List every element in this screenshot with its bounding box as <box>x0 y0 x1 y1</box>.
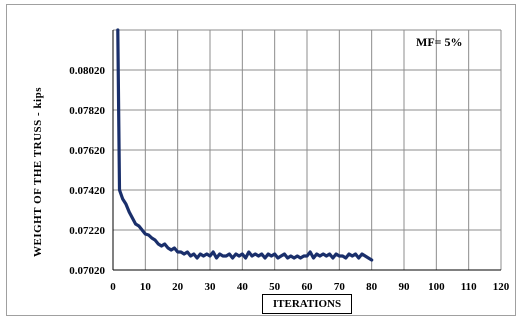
y-tick-label-1: 0.07220 <box>69 225 105 237</box>
x-tick-label-2: 20 <box>172 281 184 293</box>
y-tick-label-2: 0.07420 <box>69 185 105 197</box>
mf-annotation: MF= 5% <box>416 35 463 49</box>
x-tick-label-6: 60 <box>302 281 314 293</box>
x-tick-label-10: 100 <box>428 281 445 293</box>
x-tick-label-4: 40 <box>237 281 249 293</box>
x-tick-labels: 0 10 20 30 40 50 60 70 80 90 100 110 120 <box>110 281 510 293</box>
x-tick-label-1: 10 <box>140 281 152 293</box>
x-tick-label-8: 80 <box>366 281 378 293</box>
y-tick-label-0: 0.07020 <box>69 265 105 277</box>
y-tick-labels: 0.07020 0.07220 0.07420 0.07620 0.07820 0.080… <box>69 65 105 277</box>
x-tick-label-12: 120 <box>493 281 510 293</box>
x-tick-label-9: 90 <box>399 281 411 293</box>
y-tick-label-3: 0.07620 <box>69 145 105 157</box>
x-tick-label-5: 50 <box>269 281 281 293</box>
y-tick-label-5: 0.08020 <box>69 65 105 77</box>
x-tick-label-7: 70 <box>334 281 346 293</box>
x-tick-label-0: 0 <box>110 281 116 293</box>
series-line-0 <box>116 28 374 262</box>
chart-frame <box>6 4 516 316</box>
y-axis-label: WEIGHT OF THE TRUSS - kips <box>32 87 44 257</box>
series-layer <box>116 28 374 262</box>
x-axis-label: ITERATIONS <box>262 294 352 314</box>
x-tick-label-11: 110 <box>461 281 477 293</box>
grid <box>112 29 502 271</box>
x-tick-label-3: 30 <box>205 281 217 293</box>
y-tick-label-4: 0.07820 <box>69 105 105 117</box>
